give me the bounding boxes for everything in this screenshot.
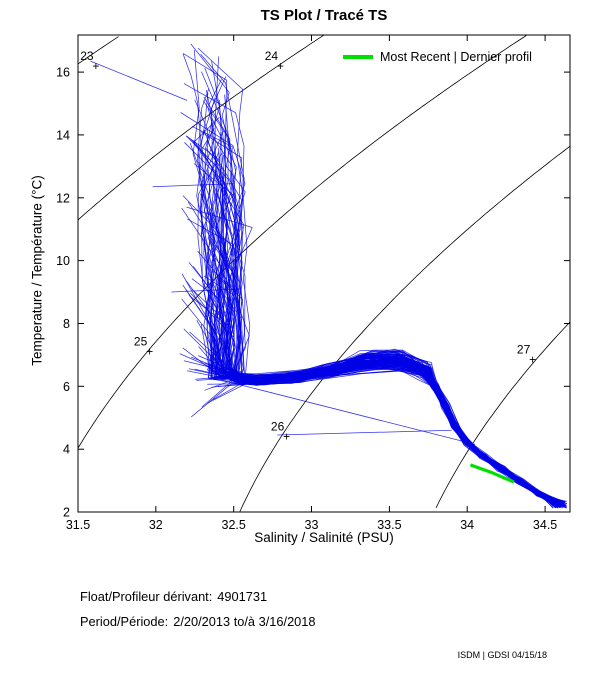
x-axis-label: Salinity / Salinité (PSU) [254, 530, 394, 545]
legend: Most Recent | Dernier profil [343, 50, 532, 64]
isopycnal-contours [78, 35, 570, 512]
isopycnal-plus-marker: + [146, 345, 153, 359]
period-line: Period/Période: 2/20/2013 to/à 3/16/2018 [80, 614, 316, 629]
y-tick-label: 16 [56, 66, 70, 80]
x-tick-label: 34.5 [533, 518, 557, 532]
float-id-value: 4901731 [217, 589, 268, 604]
float-id-line: Float/Profileur dérivant: 4901731 [80, 589, 267, 604]
isopycnal-value-label: 24 [265, 49, 279, 63]
isopycnal-plus-marker: + [92, 59, 99, 73]
most-recent-profile-line [469, 463, 515, 484]
y-axis-label: Temperature / Température (°C) [29, 175, 45, 366]
x-tick-label: 32 [149, 518, 163, 532]
y-tick-label: 10 [56, 254, 70, 268]
profile-lines [90, 43, 567, 509]
legend-label: Most Recent | Dernier profil [380, 50, 532, 64]
credit-text: ISDM | GDSI 04/15/18 [457, 650, 547, 660]
isopycnal-value-label: 27 [517, 343, 531, 357]
y-tick-label: 8 [63, 317, 70, 331]
x-tick-label: 33.5 [377, 518, 401, 532]
period-label: Period/Période: [80, 614, 169, 629]
isopycnal-plus-marker: + [529, 353, 536, 367]
plot-content [78, 35, 570, 512]
y-tick-label: 6 [63, 380, 70, 394]
isopycnal-plus-marker: + [283, 430, 290, 444]
x-tick-label: 32.5 [222, 518, 246, 532]
y-tick-labels: 2 4 6 8 10 12 14 16 [56, 66, 70, 520]
chart-title: TS Plot / Tracé TS [260, 7, 388, 24]
y-tick-label: 2 [63, 506, 70, 520]
x-tick-label: 33 [305, 518, 319, 532]
legend-most-recent-line-swatch [343, 55, 373, 59]
y-tick-label: 12 [56, 191, 70, 205]
x-tick-labels: 31.5 32 32.5 33 33.5 34 34.5 [66, 518, 557, 532]
axes-box [77, 34, 571, 513]
isopycnal-value-label: 25 [134, 335, 148, 349]
axis-ticks [77, 35, 570, 513]
isopycnal-labels: +23+24+25+26+27 [80, 49, 536, 444]
x-tick-label: 31.5 [66, 518, 90, 532]
period-value: 2/20/2013 to/à 3/16/2018 [173, 614, 316, 629]
float-id-label: Float/Profileur dérivant: [80, 589, 213, 604]
isopycnal-plus-marker: + [277, 59, 284, 73]
isopycnal-value-label: 26 [271, 420, 285, 434]
y-tick-label: 4 [63, 443, 70, 457]
x-tick-label: 34 [460, 518, 474, 532]
y-tick-label: 14 [56, 128, 70, 142]
isopycnal-value-label: 23 [80, 49, 94, 63]
